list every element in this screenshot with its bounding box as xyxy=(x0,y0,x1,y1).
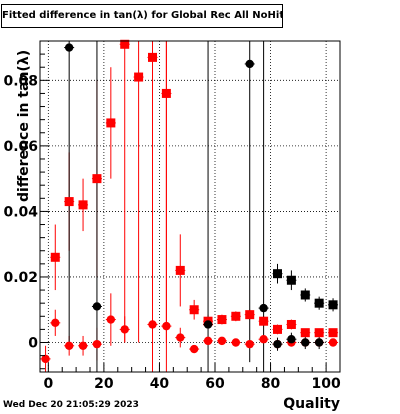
circle-marker xyxy=(92,339,102,349)
square-marker xyxy=(92,174,102,184)
x-tick-label: 80 xyxy=(261,376,281,392)
circle-marker xyxy=(245,339,254,349)
circle-marker xyxy=(203,320,213,329)
circle-marker xyxy=(148,320,157,329)
square-marker xyxy=(300,328,310,338)
circle-marker xyxy=(217,336,227,346)
x-tick-label: 20 xyxy=(94,376,114,392)
circle-marker xyxy=(259,335,268,344)
circle-marker xyxy=(120,325,129,334)
circle-marker xyxy=(78,341,88,350)
square-marker xyxy=(106,118,116,128)
square-marker xyxy=(148,52,157,62)
square-marker xyxy=(78,200,88,210)
circle-marker xyxy=(273,339,282,349)
circle-marker xyxy=(51,318,60,328)
y-tick-label: 0.06 xyxy=(3,139,38,155)
circle-marker xyxy=(176,333,185,342)
circle-marker xyxy=(162,321,171,331)
square-marker xyxy=(120,39,130,49)
square-marker xyxy=(314,298,324,308)
circle-marker xyxy=(189,344,199,354)
circle-marker xyxy=(64,341,74,350)
circle-marker xyxy=(231,338,241,347)
square-marker xyxy=(231,311,241,321)
square-marker xyxy=(328,300,338,310)
square-marker xyxy=(64,197,74,207)
square-marker xyxy=(134,72,144,82)
y-tick-label: 0.08 xyxy=(3,73,38,89)
square-marker xyxy=(273,324,282,334)
plot-frame xyxy=(39,40,341,373)
chart-title: Fitted difference in tan(λ) for Global R… xyxy=(1,4,283,28)
square-marker xyxy=(300,290,310,300)
square-marker xyxy=(259,316,269,326)
timestamp: Wed Dec 20 21:05:29 2023 xyxy=(3,400,139,410)
square-marker xyxy=(217,315,227,325)
square-marker xyxy=(328,328,338,338)
circle-marker xyxy=(301,338,310,347)
circle-marker xyxy=(259,303,268,313)
square-marker xyxy=(314,328,324,338)
square-marker xyxy=(189,305,199,315)
x-tick-label: 40 xyxy=(150,376,170,392)
circle-marker xyxy=(314,338,324,347)
y-tick-label: 0.02 xyxy=(3,270,38,286)
square-marker xyxy=(273,269,282,279)
circle-marker xyxy=(64,43,74,52)
square-marker xyxy=(161,88,171,98)
x-tick-label: 60 xyxy=(205,376,225,392)
circle-marker xyxy=(41,354,50,364)
y-axis-label: difference in tan(λ) xyxy=(16,49,32,202)
circle-marker xyxy=(287,335,296,344)
circle-marker xyxy=(203,336,213,346)
data-points xyxy=(41,39,338,364)
square-marker xyxy=(245,310,255,320)
circle-marker xyxy=(328,338,338,347)
square-marker xyxy=(286,319,296,329)
x-tick-label: 100 xyxy=(311,376,340,392)
square-marker xyxy=(50,252,60,262)
circle-marker xyxy=(92,302,102,311)
square-marker xyxy=(175,265,185,275)
x-tick-label: 0 xyxy=(43,376,53,392)
y-tick-label: 0 xyxy=(28,336,38,352)
x-axis-label: Quality xyxy=(283,396,340,412)
circle-marker xyxy=(245,59,254,69)
axis-ticks: 0 20 40 60 80 100 0 0.02 0.04 0.06 0.08 xyxy=(3,53,341,392)
square-marker xyxy=(286,275,296,285)
circle-marker xyxy=(106,315,116,324)
y-tick-label: 0.04 xyxy=(3,204,38,220)
